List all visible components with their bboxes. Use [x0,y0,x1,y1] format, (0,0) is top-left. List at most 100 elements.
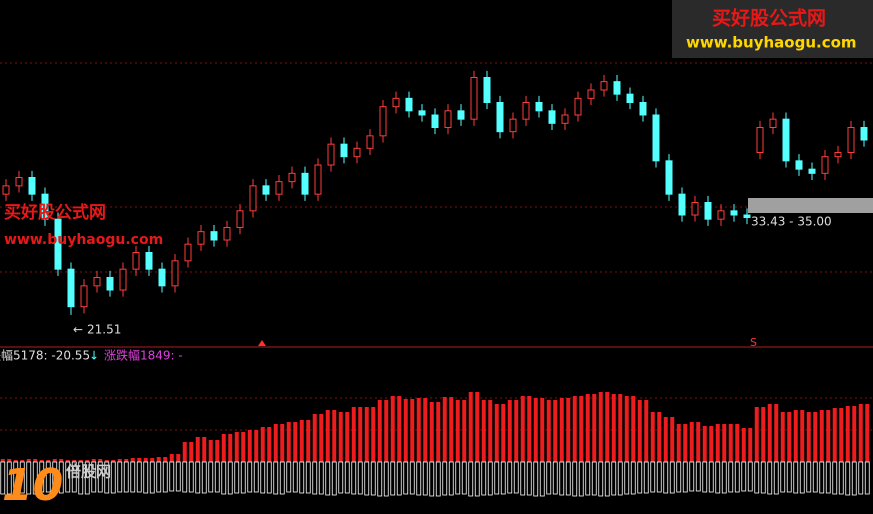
candle-body [483,77,491,103]
indicator-bar [507,461,513,494]
candle-body [197,231,205,245]
indicator-bar [247,430,252,462]
indicator-bar [780,412,785,462]
indicator-bar [865,404,870,462]
indicator-bar [566,398,571,462]
indicator-bar [357,461,363,495]
candle-body [327,143,335,166]
indicator-bar [487,461,493,496]
indicator-bar [579,396,584,462]
indicator-bar [462,400,467,462]
indicator-bar [630,461,636,495]
candle-body [301,172,309,195]
indicator-bar [169,454,174,462]
indicator-bar [312,414,317,462]
indicator-bar [741,461,747,492]
indicator-bar [494,461,500,495]
indicator-bar [533,398,538,462]
indicator-bar [540,398,545,462]
indicator-bar [644,400,649,462]
indicator-bar [71,461,77,493]
indicator-bar [7,459,12,462]
indicator-bar [227,461,233,495]
candle-body [158,268,166,287]
candle-body [769,118,777,128]
candle-body [444,110,452,129]
indicator-bar [292,461,298,493]
indicator-bar [299,461,305,494]
indicator-bar [123,461,129,493]
indicator-bar [539,461,545,497]
indicator-bar [773,461,779,495]
indicator-bar [656,461,662,493]
candle-body [431,114,439,128]
indicator-bar [39,460,44,462]
indicator-bar [812,461,818,493]
indicator-bar [618,394,623,462]
indicator-bar [234,432,239,462]
candle-body [223,227,231,241]
indicator-bar [221,461,227,495]
candle-body [457,110,465,120]
watermark-site: 买好股公式网 [4,202,106,223]
indicator-bar [813,412,818,462]
indicator-bar [852,406,857,462]
indicator-bar [149,461,155,494]
indicator-bar [436,402,441,462]
candle-body [379,106,387,137]
indicator-bar [468,461,474,497]
candle-body [171,260,179,287]
indicator-bar [800,410,805,462]
indicator-bar [58,461,64,494]
indicator-bar [215,440,220,462]
indicator-bar [312,461,318,495]
indicator-bar [845,406,850,462]
indicator-bar [592,394,597,462]
indicator-bar [280,424,285,462]
indicator-bar [825,461,831,494]
indicator-bar [286,461,292,493]
annotation-arrow: ← [73,323,83,337]
indicator-bar [266,461,272,494]
indicator-bar [46,460,51,462]
indicator-bar [858,461,864,495]
indicator-bar [6,461,12,495]
indicator-bar [318,461,324,495]
indicator-bar [65,460,70,462]
indicator-bar [481,400,486,462]
indicator-bar [572,396,577,462]
indicator-bar [676,424,681,462]
indicator-bar [598,461,604,497]
candle-body [314,164,322,195]
indicator-bar [364,461,370,496]
candle-body [15,177,23,187]
indicator-bar [429,461,435,497]
indicator-bar [631,396,636,462]
indicator-bar [370,461,376,496]
indicator-bar [786,461,792,493]
indicator-bar [247,461,253,493]
indicator-bar [273,461,279,495]
indicator-bar [403,461,409,495]
indicator-bar [715,424,720,462]
indicator-bar [585,461,591,496]
candle-body [613,81,621,95]
indicator-bar [734,461,740,493]
indicator-bar [643,461,649,494]
indicator-bar [442,397,447,462]
indicator-arrow: ↓ [89,349,99,363]
logo-text: 倍股网 [66,463,111,481]
indicator-bar [760,461,766,494]
indicator-bar [189,442,194,462]
candle-body [496,102,504,133]
candle-body [548,110,556,124]
indicator-bar [111,460,116,462]
indicator-bar [364,407,369,462]
indicator-bar [683,424,688,462]
indicator-bar [552,461,558,495]
indicator-bar [195,437,200,462]
indicator-bar [826,410,831,462]
indicator-bar [416,461,422,496]
indicator-bar [748,428,753,462]
candle-body [288,172,296,183]
